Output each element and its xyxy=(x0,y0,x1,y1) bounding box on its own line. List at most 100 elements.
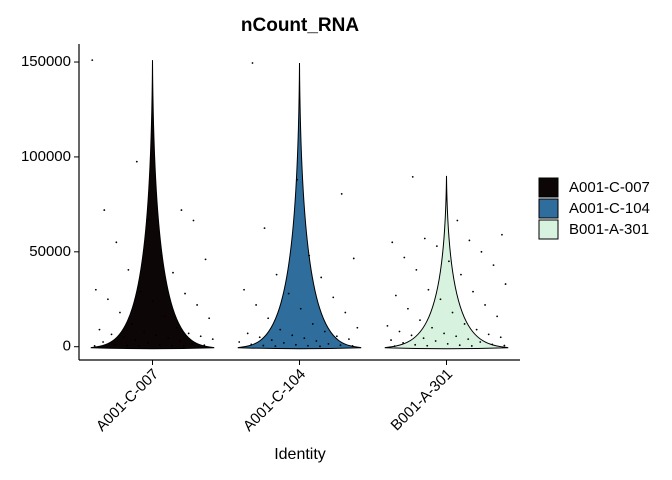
legend-key xyxy=(538,219,559,240)
point xyxy=(134,339,137,341)
legend-label: B001-A-301 xyxy=(569,221,649,238)
point xyxy=(422,337,425,340)
point xyxy=(180,209,183,211)
point xyxy=(203,344,206,347)
point xyxy=(151,300,154,303)
point xyxy=(167,337,170,340)
point xyxy=(492,264,495,267)
point xyxy=(110,333,113,336)
point xyxy=(291,334,294,337)
point xyxy=(98,328,101,331)
point xyxy=(460,273,462,276)
point xyxy=(182,345,185,348)
point xyxy=(114,343,117,346)
point xyxy=(496,315,499,318)
point xyxy=(503,344,506,347)
point xyxy=(423,237,426,240)
point xyxy=(196,304,198,306)
point xyxy=(199,335,202,338)
point xyxy=(211,338,214,341)
point xyxy=(391,241,394,244)
point xyxy=(501,233,503,236)
point xyxy=(311,323,314,325)
legend-key xyxy=(538,198,559,219)
point xyxy=(163,315,166,318)
point xyxy=(158,343,161,346)
point xyxy=(238,341,241,343)
violin xyxy=(90,60,215,350)
point xyxy=(187,332,190,335)
point xyxy=(351,345,354,347)
point xyxy=(448,260,450,263)
point xyxy=(282,342,285,344)
point xyxy=(439,298,442,301)
point xyxy=(115,241,118,244)
point xyxy=(340,193,343,195)
point xyxy=(339,344,342,347)
point xyxy=(319,345,321,348)
point xyxy=(446,342,449,345)
point xyxy=(308,254,311,257)
point xyxy=(484,304,486,306)
point xyxy=(94,288,97,291)
point xyxy=(274,345,277,348)
point xyxy=(204,258,207,261)
point xyxy=(179,340,182,342)
point xyxy=(415,268,418,271)
point xyxy=(296,178,298,181)
point xyxy=(270,339,273,341)
point xyxy=(470,345,473,347)
point xyxy=(394,294,397,297)
y-tick-label: 100000 xyxy=(21,148,71,165)
point xyxy=(267,317,270,320)
point xyxy=(262,344,265,347)
point xyxy=(491,343,494,346)
point xyxy=(287,292,290,295)
point xyxy=(386,324,389,327)
point xyxy=(419,319,421,322)
point xyxy=(147,218,150,221)
point xyxy=(255,304,258,306)
point xyxy=(299,307,302,310)
point xyxy=(335,335,338,338)
point xyxy=(172,271,174,274)
point xyxy=(303,337,306,340)
y-tick-label: 0 xyxy=(63,338,71,355)
point xyxy=(258,336,261,339)
point xyxy=(175,326,178,329)
point xyxy=(143,330,145,333)
point xyxy=(487,333,490,336)
point xyxy=(458,344,461,347)
point xyxy=(435,245,438,248)
point xyxy=(451,311,454,314)
point xyxy=(356,326,359,329)
point xyxy=(93,345,96,347)
point xyxy=(467,338,470,341)
point xyxy=(320,276,323,279)
point xyxy=(499,336,502,339)
point xyxy=(155,334,158,337)
point xyxy=(91,59,94,62)
point xyxy=(402,342,405,344)
y-tick-label: 150000 xyxy=(21,53,71,70)
point xyxy=(107,298,109,301)
point xyxy=(122,336,125,339)
point xyxy=(463,323,466,325)
y-tick-label: 50000 xyxy=(29,243,71,260)
point xyxy=(135,160,138,163)
point xyxy=(468,239,471,242)
point xyxy=(407,307,409,310)
point xyxy=(332,296,335,299)
point xyxy=(455,335,458,338)
point xyxy=(504,283,507,285)
point xyxy=(344,311,347,314)
violin xyxy=(237,62,362,350)
point xyxy=(431,326,433,329)
point xyxy=(243,288,245,291)
point xyxy=(170,344,173,347)
point xyxy=(393,345,396,348)
x-tick-label: B001-A-301 xyxy=(388,366,457,435)
point xyxy=(138,345,141,348)
point xyxy=(139,290,142,293)
point xyxy=(414,343,417,346)
